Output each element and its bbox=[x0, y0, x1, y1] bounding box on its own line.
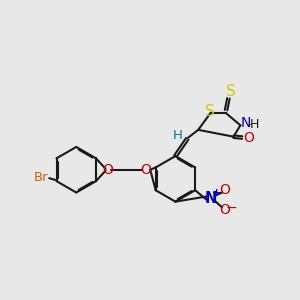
Text: S: S bbox=[205, 104, 214, 119]
Text: H: H bbox=[173, 129, 183, 142]
Text: -: - bbox=[248, 119, 252, 129]
Text: O: O bbox=[243, 131, 254, 145]
Text: O: O bbox=[141, 163, 152, 177]
Text: N: N bbox=[205, 191, 217, 206]
Text: H: H bbox=[249, 118, 259, 130]
Text: S: S bbox=[226, 84, 236, 99]
Text: O: O bbox=[219, 202, 230, 217]
Text: N: N bbox=[240, 116, 250, 130]
Text: +: + bbox=[212, 188, 221, 197]
Text: −: − bbox=[225, 200, 237, 214]
Text: O: O bbox=[102, 163, 113, 177]
Text: Br: Br bbox=[34, 171, 49, 184]
Text: O: O bbox=[219, 183, 230, 197]
